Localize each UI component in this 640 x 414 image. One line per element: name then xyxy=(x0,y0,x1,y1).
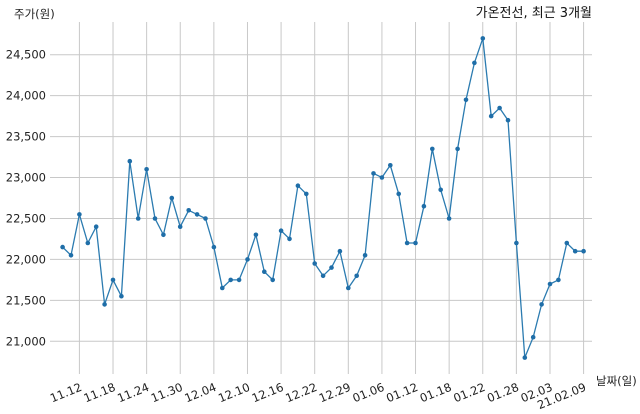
x-tick-label: 12.16 xyxy=(250,380,286,405)
grid xyxy=(50,22,592,374)
x-axis-title: 날짜(일) xyxy=(596,374,637,388)
x-tick-label: 12.10 xyxy=(216,380,252,405)
data-point xyxy=(135,216,141,221)
data-point xyxy=(472,60,477,66)
data-point xyxy=(430,146,435,152)
data-point xyxy=(329,265,334,270)
data-point xyxy=(388,163,393,168)
data-point xyxy=(581,248,586,254)
data-point xyxy=(346,285,351,291)
data-point xyxy=(371,171,376,176)
x-tick-label: 01.22 xyxy=(451,380,487,405)
data-point xyxy=(505,117,511,123)
data-point xyxy=(211,244,217,250)
data-point xyxy=(514,240,519,246)
x-tick-label: 12.29 xyxy=(317,380,353,405)
data-point xyxy=(354,273,360,279)
x-tick-label: 01.18 xyxy=(418,380,454,405)
data-point xyxy=(177,224,183,229)
data-point xyxy=(530,334,536,340)
data-point xyxy=(463,97,469,103)
data-point xyxy=(421,203,427,209)
data-point xyxy=(270,277,276,283)
x-tick-label: 01.12 xyxy=(384,380,420,405)
data-point xyxy=(556,277,561,283)
data-point xyxy=(253,232,259,238)
data-point xyxy=(194,212,200,217)
data-point xyxy=(287,236,292,242)
data-point xyxy=(68,253,74,258)
y-tick-label: 21,000 xyxy=(6,334,46,348)
y-tick-label: 24,500 xyxy=(6,48,46,62)
data-point xyxy=(102,302,107,307)
data-point xyxy=(228,277,233,283)
data-point xyxy=(413,240,418,246)
data-point xyxy=(245,257,250,262)
y-axis-title: 주가(원) xyxy=(14,7,55,21)
data-point xyxy=(262,269,267,275)
data-point xyxy=(362,253,368,258)
data-point xyxy=(539,302,544,307)
data-point xyxy=(396,191,402,197)
data-point xyxy=(572,248,578,254)
data-point xyxy=(278,228,284,233)
data-point xyxy=(455,146,460,152)
data-point xyxy=(404,240,410,246)
data-point xyxy=(110,277,116,283)
data-point xyxy=(144,167,149,172)
data-point xyxy=(312,261,318,266)
x-tick-label: 12.04 xyxy=(182,380,218,405)
data-point xyxy=(304,191,309,197)
y-tick-label: 24,000 xyxy=(6,89,46,103)
x-tick-label: 11.30 xyxy=(149,380,185,405)
y-tick-label: 22,500 xyxy=(6,211,46,225)
y-axis-ticks: 21,000 21,500 22,000 22,500 23,000 23,500 24,0… xyxy=(6,48,46,349)
x-axis-ticks: 11.1211.1811.2411.3012.0412.1012.1612.22… xyxy=(48,380,588,412)
data-point xyxy=(60,244,65,250)
x-tick-label: 01.06 xyxy=(351,380,387,405)
data-point xyxy=(152,216,158,221)
data-point xyxy=(295,183,301,188)
data-point xyxy=(438,187,444,193)
x-tick-label: 01.28 xyxy=(485,380,521,405)
data-point xyxy=(320,273,326,279)
price-series xyxy=(60,36,586,360)
data-point xyxy=(480,36,486,41)
x-tick-label: 11.24 xyxy=(115,380,151,405)
x-tick-label: 12.22 xyxy=(283,380,319,405)
y-tick-label: 23,500 xyxy=(6,130,46,144)
data-point xyxy=(497,105,502,111)
data-point xyxy=(93,224,99,229)
data-point xyxy=(169,195,175,201)
data-point xyxy=(522,355,528,360)
data-point xyxy=(186,208,191,213)
data-point xyxy=(85,240,91,246)
chart-title: 가온전선, 최근 3개월 xyxy=(476,6,592,21)
data-point xyxy=(203,216,208,221)
data-point xyxy=(564,240,570,246)
data-point xyxy=(77,212,82,217)
data-point xyxy=(161,232,166,238)
data-point xyxy=(488,113,494,119)
series-line xyxy=(62,38,584,358)
data-point xyxy=(220,285,225,291)
data-point xyxy=(446,216,452,221)
data-point xyxy=(547,281,553,287)
y-tick-label: 23,000 xyxy=(6,171,46,185)
x-tick-label: 11.18 xyxy=(82,380,118,405)
data-point xyxy=(379,175,385,180)
data-point xyxy=(119,293,124,299)
data-point xyxy=(127,158,133,164)
y-tick-label: 22,000 xyxy=(6,252,46,266)
x-tick-label: 11.12 xyxy=(48,380,84,405)
data-point xyxy=(236,277,242,283)
y-tick-label: 21,500 xyxy=(6,293,46,307)
data-point xyxy=(337,248,343,254)
